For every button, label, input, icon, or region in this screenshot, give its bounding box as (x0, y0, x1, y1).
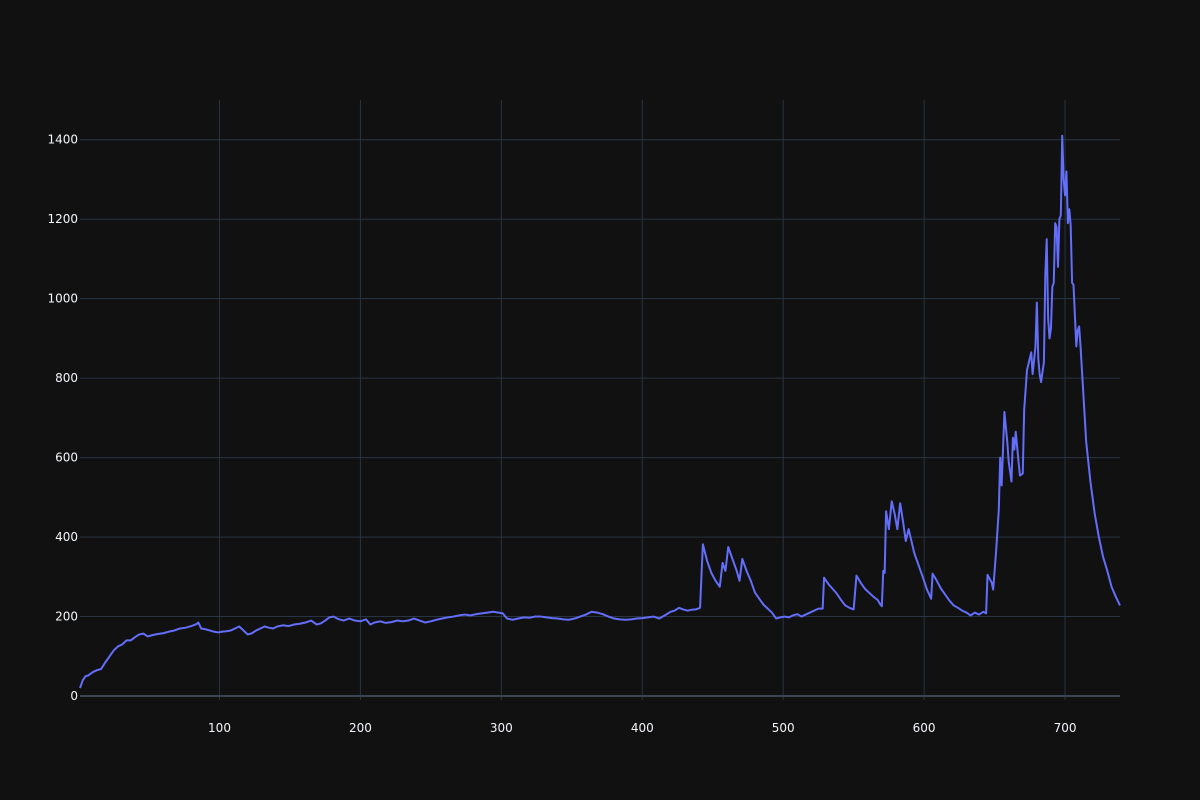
x-tick-label: 400 (631, 721, 654, 735)
gridlines (80, 100, 1120, 700)
y-tick-label: 1400 (47, 133, 78, 147)
y-tick-label: 800 (55, 371, 78, 385)
x-tick-label: 700 (1054, 721, 1077, 735)
series-layer (79, 134, 1121, 689)
y-tick-label: 1000 (47, 292, 78, 306)
y-tick-label: 200 (55, 610, 78, 624)
x-tick-label: 100 (208, 721, 231, 735)
series-line (79, 134, 1121, 689)
y-tick-label: 1200 (47, 212, 78, 226)
x-axis-ticks: 100 200 300 400 500 600 700 (208, 721, 1076, 735)
y-tick-label: 600 (55, 451, 78, 465)
x-tick-label: 500 (772, 721, 795, 735)
y-tick-label: 0 (70, 689, 78, 703)
x-tick-label: 600 (913, 721, 936, 735)
x-tick-label: 200 (349, 721, 372, 735)
y-tick-label: 400 (55, 530, 78, 544)
x-tick-label: 300 (490, 721, 513, 735)
y-axis-ticks: 0 200 400 600 800 1000 1200 1400 (47, 133, 78, 703)
